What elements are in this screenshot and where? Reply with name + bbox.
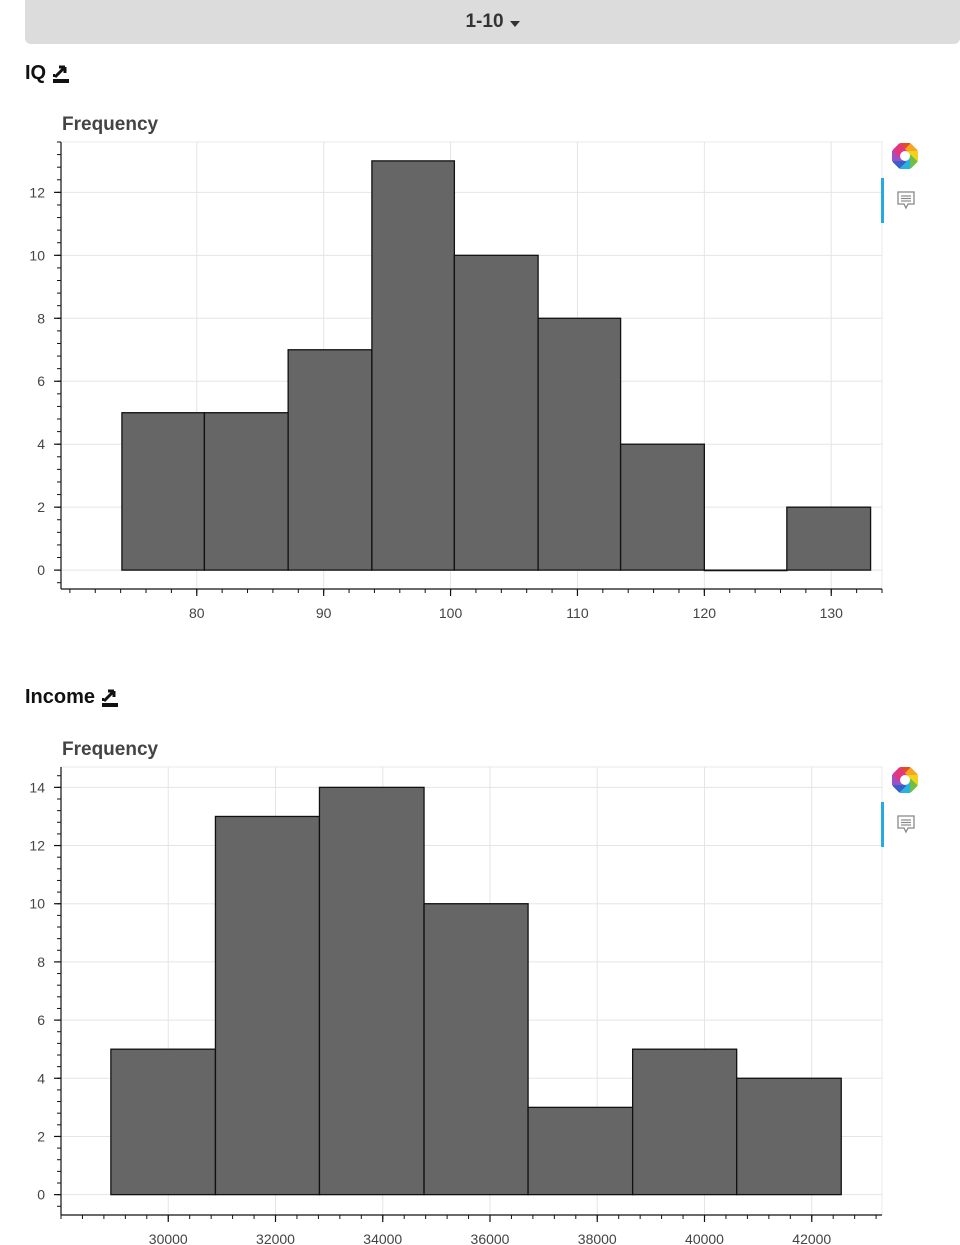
histogram-bar [619, 443, 705, 571]
income-histogram: Frequency 0 2 4 6 8 10 12 14 30000 32000 34000 36000… [29, 739, 883, 1245]
bokeh-logo-icon[interactable] [890, 765, 920, 795]
x-tick-label: 100 [439, 605, 463, 621]
active-tool-indicator [881, 802, 884, 847]
y-tick-label: 8 [37, 954, 45, 970]
histogram-bar [121, 412, 206, 571]
x-tick-label: 32000 [256, 1231, 295, 1245]
y-tick-label: 6 [37, 1012, 45, 1028]
chart-title-text: IQ [25, 62, 47, 84]
y-tick-label: 0 [37, 562, 45, 578]
histogram-bar [203, 412, 289, 571]
x-tick-label: 30000 [149, 1231, 188, 1245]
x-tick-label: 120 [693, 605, 717, 621]
y-tick-label: 10 [29, 896, 45, 912]
histogram-bar [631, 1048, 738, 1196]
y-tick-label: 14 [29, 779, 45, 795]
x-tick-label: 110 [566, 605, 589, 621]
y-tick-label: 0 [37, 1187, 45, 1203]
bokeh-logo-icon[interactable] [890, 141, 920, 171]
histogram-bar [287, 349, 373, 571]
histogram-bar [527, 1106, 634, 1196]
y-tick-label: 6 [37, 373, 45, 389]
x-tick-label: 130 [820, 605, 844, 621]
y-tick-label: 4 [37, 436, 45, 452]
y-axis-label: Frequency [62, 739, 159, 760]
histogram-bar [537, 317, 622, 571]
x-tick-label: 34000 [363, 1231, 402, 1245]
caret-down-icon [509, 20, 520, 27]
download-icon[interactable] [100, 687, 120, 709]
y-tick-label: 4 [37, 1070, 45, 1086]
histogram-bar [786, 506, 872, 571]
iq-histogram: Frequency 0 2 4 6 8 10 12 80 90 100 110 120 130 [29, 114, 883, 621]
hover-tool-icon[interactable] [896, 814, 916, 836]
chart-title-income: Income [25, 686, 120, 709]
active-tool-indicator [881, 178, 884, 223]
y-tick-label: 2 [37, 499, 45, 515]
y-tick-label: 12 [29, 838, 45, 854]
download-icon[interactable] [51, 63, 71, 85]
y-tick-label: 2 [37, 1128, 45, 1144]
x-tick-label: 38000 [578, 1231, 617, 1245]
histogram-bar [371, 160, 456, 571]
x-tick-label: 36000 [471, 1231, 510, 1245]
y-tick-label: 8 [37, 310, 45, 326]
histogram-bar [318, 786, 425, 1196]
histogram-bar [703, 569, 788, 572]
y-axis-label: Frequency [62, 114, 159, 135]
x-tick-label: 90 [316, 605, 332, 621]
y-tick-label: 12 [29, 184, 45, 200]
hover-tool-icon[interactable] [896, 190, 916, 212]
histogram-bar [110, 1048, 217, 1196]
chart-title-text: Income [25, 686, 96, 708]
x-tick-label: 42000 [792, 1231, 831, 1245]
histogram-bar [214, 815, 321, 1196]
chart-title-iq: IQ [25, 62, 71, 85]
histogram-bar [736, 1077, 842, 1196]
y-tick-label: 10 [29, 247, 45, 263]
pagination-label: 1-10 [465, 11, 504, 32]
x-tick-label: 80 [189, 605, 205, 621]
histogram-bar [423, 903, 529, 1196]
histogram-bar [453, 254, 539, 571]
pagination-dropdown-button[interactable]: 1-10 [25, 0, 960, 44]
x-tick-label: 40000 [685, 1231, 724, 1245]
